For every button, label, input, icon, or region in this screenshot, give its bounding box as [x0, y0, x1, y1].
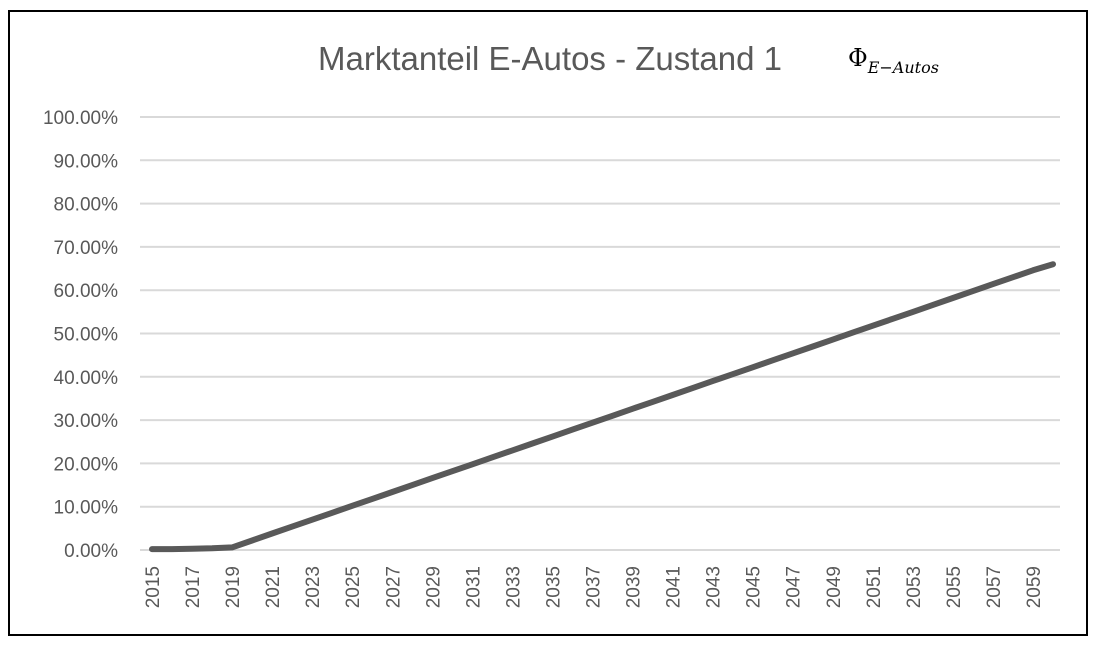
x-tick-label: 2021: [263, 566, 284, 608]
x-tick-label: 2059: [1024, 566, 1045, 608]
y-tick-label: 20.00%: [54, 454, 119, 475]
y-tick-label: 10.00%: [54, 498, 119, 519]
y-tick-label: 80.00%: [54, 195, 119, 216]
y-tick-label: 70.00%: [54, 238, 119, 259]
x-tick-label: 2043: [704, 566, 725, 608]
series-line: [149, 261, 1056, 553]
y-tick-label: 0.00%: [64, 541, 118, 562]
y-tick-label: 40.00%: [54, 368, 119, 389]
x-tick-label: 2017: [183, 566, 204, 608]
x-tick-label: 2041: [664, 566, 685, 608]
y-tick-label: 100.00%: [43, 108, 118, 129]
y-tick-label: 30.00%: [54, 411, 119, 432]
x-tick-label: 2015: [143, 566, 164, 608]
x-tick-label: 2029: [423, 566, 444, 608]
chart-title: Marktanteil E-Autos - Zustand 1: [318, 40, 782, 77]
x-tick-label: 2053: [904, 566, 925, 608]
chart-frame: [8, 10, 1088, 636]
x-tick-label: 2037: [584, 566, 605, 608]
x-tick-label: 2035: [543, 566, 564, 608]
x-tick-label: 2027: [383, 566, 404, 608]
x-tick-label: 2045: [744, 566, 765, 608]
x-tick-label: 2055: [944, 566, 965, 608]
x-tick-label: 2051: [864, 566, 885, 608]
x-tick-label: 2049: [824, 566, 845, 608]
x-tick-label: 2023: [303, 566, 324, 608]
formula-label: ΦE−Autos: [848, 44, 939, 77]
x-tick-label: 2025: [343, 566, 364, 608]
x-tick-label: 2019: [223, 566, 244, 608]
gridlines: [140, 116, 1060, 551]
y-tick-label: 90.00%: [54, 151, 119, 172]
y-tick-label: 50.00%: [54, 325, 119, 346]
x-tick-label: 2031: [463, 566, 484, 608]
x-tick-label: 2047: [784, 566, 805, 608]
formula-subscript: E−Autos: [867, 58, 939, 77]
y-tick-label: 60.00%: [54, 281, 119, 302]
series-group: [149, 261, 1056, 553]
formula-symbol: Φ: [848, 44, 868, 72]
x-tick-label: 2039: [624, 566, 645, 608]
y-axis-ticks: 0.00% 10.00% 20.00% 30.00% 40.00% 50.00% 60.00…: [43, 108, 118, 562]
x-axis-ticks: 2015 2017 2019 2021 2023 2025 2027 2029 2031 2033…: [143, 566, 1045, 608]
x-tick-label: 2033: [503, 566, 524, 608]
x-tick-label: 2057: [984, 566, 1005, 608]
